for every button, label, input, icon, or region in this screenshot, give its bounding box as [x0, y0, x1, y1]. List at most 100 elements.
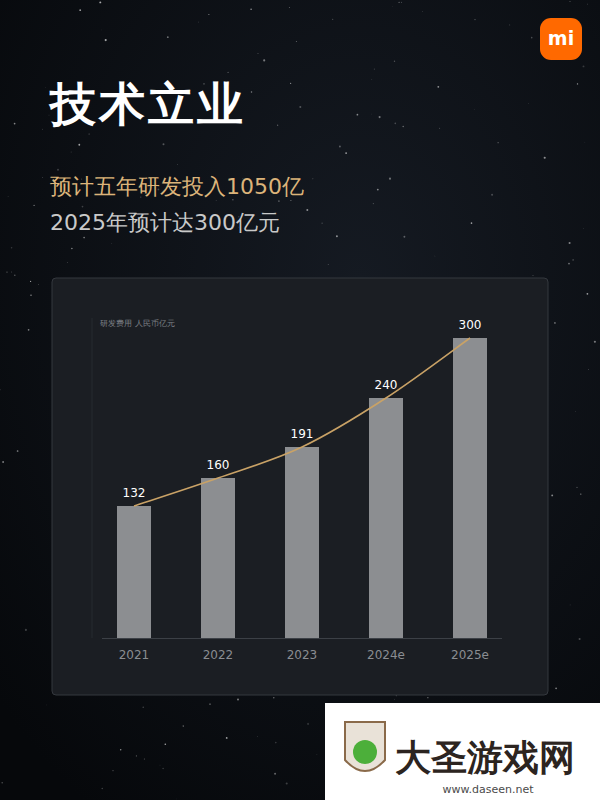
star	[14, 123, 16, 125]
star	[531, 37, 533, 39]
star	[99, 1, 101, 3]
star	[434, 255, 436, 257]
star	[588, 369, 590, 371]
star	[473, 108, 475, 110]
star	[176, 798, 178, 800]
star	[89, 133, 90, 134]
star	[312, 178, 314, 180]
star	[215, 200, 217, 202]
star	[67, 262, 69, 264]
x-tick-label: 2021	[119, 648, 150, 662]
star	[11, 271, 13, 273]
star	[176, 164, 178, 166]
star	[583, 228, 585, 230]
star	[579, 638, 581, 640]
star	[394, 122, 396, 124]
star	[307, 723, 309, 725]
star	[316, 754, 318, 756]
star	[572, 259, 573, 260]
star	[275, 742, 277, 744]
star	[159, 764, 161, 766]
star	[226, 737, 228, 739]
star	[306, 209, 308, 211]
star	[569, 604, 571, 606]
data-label: 191	[291, 427, 314, 441]
star	[263, 59, 265, 61]
star	[227, 72, 228, 73]
star	[2, 461, 4, 463]
data-label: 160	[207, 458, 230, 472]
watermark-name: 大圣游戏网	[395, 736, 575, 778]
x-tick-label: 2025e	[451, 648, 489, 662]
star	[377, 189, 379, 191]
star	[143, 758, 145, 760]
star	[17, 450, 19, 452]
star	[30, 281, 31, 282]
star	[577, 83, 578, 84]
star	[250, 8, 252, 10]
x-tick-label: 2024e	[367, 648, 405, 662]
star	[290, 83, 291, 84]
chart-panel	[52, 278, 548, 695]
bar	[117, 506, 151, 638]
subtitle: 2025年预计达300亿元	[50, 210, 280, 235]
marks	[117, 338, 487, 638]
star	[322, 223, 323, 224]
star	[576, 487, 577, 488]
star	[555, 687, 557, 689]
star	[41, 128, 43, 130]
star	[100, 29, 102, 31]
star	[474, 19, 475, 20]
data-label: 240	[375, 378, 398, 392]
star	[28, 329, 30, 331]
star	[583, 65, 585, 67]
star	[237, 699, 239, 701]
star	[290, 200, 291, 201]
star	[143, 707, 144, 708]
star	[0, 389, 1, 390]
bar	[369, 398, 403, 638]
star	[533, 275, 534, 276]
star	[587, 293, 589, 295]
star	[554, 322, 556, 324]
star	[551, 494, 553, 496]
y-axis-label: 研发费用 人民币亿元	[100, 319, 175, 328]
star	[498, 142, 499, 143]
star	[167, 36, 169, 38]
star	[544, 157, 546, 159]
star	[7, 195, 9, 197]
logo: mi	[548, 27, 574, 49]
star	[403, 236, 405, 238]
star	[379, 116, 381, 118]
star	[14, 275, 16, 277]
star	[357, 114, 359, 116]
star	[339, 146, 341, 148]
star	[38, 284, 40, 286]
x-axis-line	[102, 638, 502, 639]
star	[371, 113, 373, 115]
star	[437, 86, 439, 88]
star	[1, 782, 3, 784]
star	[209, 703, 211, 705]
x-tick-label: 2023	[287, 648, 318, 662]
watermark-shield	[345, 722, 385, 771]
star	[112, 770, 114, 772]
star	[105, 39, 107, 41]
star	[251, 91, 253, 93]
star	[11, 247, 13, 249]
subtitle: 预计五年研发投入1050亿	[50, 174, 304, 199]
star	[111, 242, 113, 244]
bar	[453, 338, 487, 638]
star	[373, 203, 374, 204]
x-tick-label: 2022	[203, 648, 234, 662]
star	[71, 248, 72, 249]
star	[371, 79, 373, 81]
star	[345, 152, 347, 154]
star	[587, 3, 589, 5]
star	[6, 271, 8, 273]
star	[427, 697, 428, 698]
star	[163, 143, 165, 145]
watermark-url: www.daseen.net	[443, 783, 535, 796]
star	[568, 263, 570, 265]
page-root: mi技术立业预计五年研发投入1050亿2025年预计达300亿元研发费用 人民币…	[0, 0, 600, 800]
